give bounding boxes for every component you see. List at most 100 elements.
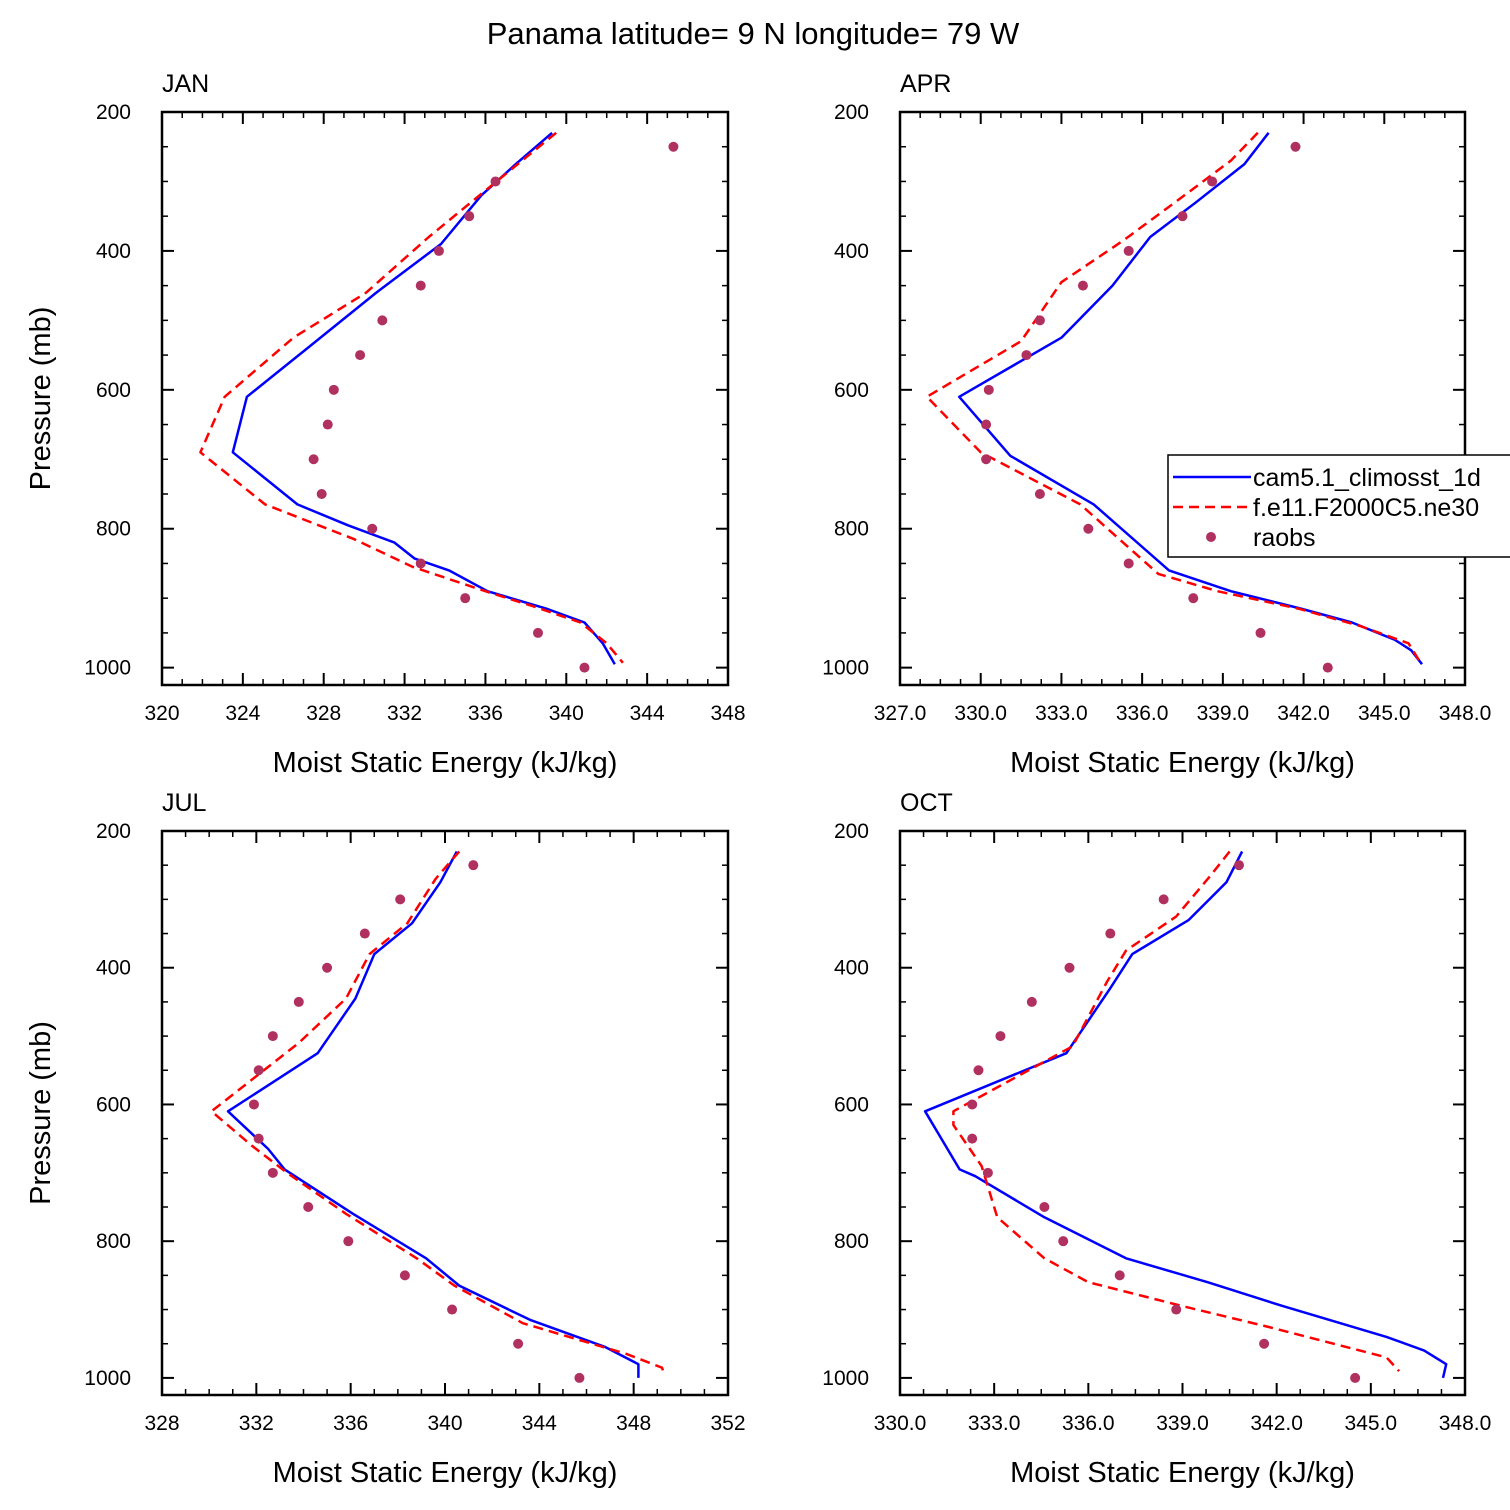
raobs-point: [1123, 245, 1134, 256]
series-line-f-e11: [199, 131, 624, 664]
y-tick-label: 400: [96, 957, 131, 980]
raobs-point: [355, 350, 366, 361]
raobs-point: [433, 245, 444, 256]
raobs-point: [308, 454, 319, 465]
raobs-point: [1322, 662, 1333, 673]
x-tick-label: 342.0: [1277, 702, 1330, 725]
x-tick-label: 344: [522, 1412, 557, 1435]
raobs-point: [668, 141, 679, 152]
raobs-point: [1177, 211, 1188, 222]
raobs-point: [248, 1099, 259, 1110]
x-tick-label: 339.0: [1197, 702, 1250, 725]
y-tick-label: 200: [834, 101, 869, 124]
x-tick-label: 330.0: [874, 1412, 927, 1435]
plot-frame: [160, 829, 730, 1397]
raobs-point: [967, 1133, 978, 1144]
x-tick-label: 348: [710, 702, 745, 725]
raobs-point: [322, 419, 333, 430]
series-line-f-e11: [210, 850, 666, 1375]
y-tick-label: 800: [834, 518, 869, 541]
raobs-point: [1083, 523, 1094, 534]
raobs-point: [579, 662, 590, 673]
x-tick-label: 352: [710, 1412, 745, 1435]
x-tick-label: 333.0: [968, 1412, 1021, 1435]
x-tick-label: 348.0: [1439, 702, 1492, 725]
x-axis-title: Moist Static Energy (kJ/kg): [273, 747, 618, 779]
legend-marker-raobs: [1206, 532, 1216, 542]
plot-frame: [898, 829, 1467, 1397]
y-tick-label: 1000: [84, 1367, 131, 1390]
raobs-point: [1077, 280, 1088, 291]
raobs-point: [995, 1031, 1006, 1042]
plot-frame: [898, 110, 1467, 687]
panel-label: OCT: [900, 789, 953, 817]
raobs-point: [395, 894, 406, 905]
y-tick-label: 1000: [822, 657, 869, 680]
raobs-point: [316, 489, 327, 499]
raobs-point: [267, 1167, 278, 1178]
raobs-point: [468, 860, 479, 871]
raobs-point: [1123, 558, 1134, 569]
series-line-cam5: [231, 131, 616, 665]
raobs-point: [464, 211, 475, 222]
x-tick-label: 339.0: [1156, 1412, 1209, 1435]
raobs-point: [415, 280, 426, 291]
x-tick-label: 348.0: [1439, 1412, 1492, 1435]
series-line-cam5: [226, 850, 640, 1378]
x-tick-label: 344: [630, 702, 665, 725]
series-line-f-e11: [925, 131, 1421, 662]
panel-label: JAN: [162, 70, 209, 98]
legend-label: cam5.1_climosst_1d: [1253, 464, 1481, 492]
raobs-point: [1188, 593, 1199, 604]
series-line-f-e11: [952, 850, 1401, 1372]
x-tick-label: 324: [225, 702, 260, 725]
x-tick-label: 348: [616, 1412, 651, 1435]
raobs-point: [328, 384, 339, 395]
x-tick-label: 336.0: [1116, 702, 1169, 725]
y-tick-label: 600: [96, 1093, 131, 1116]
panel-oct: OCT 330.0 333.0 336.0 339.0 342.0 345.0 348.0 20…: [822, 789, 1491, 1489]
plot-frame: [160, 110, 730, 687]
x-tick-label: 345.0: [1358, 702, 1411, 725]
x-tick-label: 333.0: [1035, 702, 1088, 725]
raobs-point: [1034, 489, 1045, 499]
legend-label: raobs: [1253, 524, 1316, 552]
legend-label: f.e11.F2000C5.ne30: [1253, 494, 1479, 522]
x-tick-label: 340: [549, 702, 584, 725]
raobs-point: [447, 1304, 458, 1315]
panel-jan: JAN 320 324 328 332 336 340 344 348 200 400 600 800 1…: [25, 70, 746, 779]
raobs-point: [359, 928, 370, 939]
raobs-point: [973, 1065, 984, 1076]
raobs-point: [532, 627, 543, 638]
raobs-point: [460, 593, 471, 604]
x-tick-label: 345.0: [1345, 1412, 1398, 1435]
raobs-point: [1058, 1236, 1069, 1247]
raobs-point: [293, 996, 304, 1007]
panel-apr: APR 327.0 330.0 333.0 336.0 339.0 342.0 345.0 34…: [822, 70, 1491, 779]
raobs-point: [574, 1372, 585, 1383]
raobs-point: [367, 523, 378, 534]
raobs-point: [1158, 894, 1169, 905]
panel-label: JUL: [162, 789, 207, 817]
y-tick-label: 1000: [822, 1367, 869, 1390]
y-axis-title: Pressure (mb): [25, 1021, 57, 1205]
raobs-point: [303, 1202, 314, 1212]
raobs-point: [1114, 1270, 1125, 1281]
x-tick-label: 327.0: [874, 702, 927, 725]
x-tick-label: 320: [144, 702, 179, 725]
raobs-point: [983, 384, 994, 395]
x-tick-label: 342.0: [1250, 1412, 1303, 1435]
raobs-point: [1105, 928, 1116, 939]
series-line-cam5: [923, 850, 1448, 1379]
raobs-point: [1290, 141, 1301, 152]
x-axis-title: Moist Static Energy (kJ/kg): [273, 1457, 618, 1489]
y-tick-label: 800: [834, 1230, 869, 1253]
raobs-point: [267, 1031, 278, 1042]
x-axis-title: Moist Static Energy (kJ/kg): [1010, 747, 1355, 779]
x-tick-label: 330.0: [954, 702, 1007, 725]
x-tick-label: 340: [427, 1412, 462, 1435]
raobs-point: [377, 315, 388, 326]
y-tick-label: 1000: [84, 657, 131, 680]
legend: cam5.1_climosst_1df.e11.F2000C5.ne30raob…: [1167, 454, 1510, 558]
